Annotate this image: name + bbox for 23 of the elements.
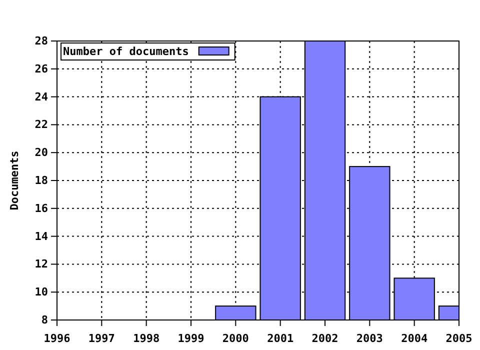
y-tick-label: 14 (34, 230, 48, 243)
x-tick-label: 2005 (446, 332, 472, 346)
legend-label: Number of documents (63, 45, 189, 58)
y-tick-label: 22 (34, 118, 48, 132)
x-tick-label: 2002 (312, 332, 338, 346)
x-tick-label: 2000 (222, 332, 249, 346)
x-tick-label: 2003 (356, 332, 383, 346)
y-tick-label: 26 (34, 62, 48, 76)
y-tick-label: 8 (41, 314, 48, 327)
x-tick-label: 1999 (178, 332, 204, 346)
x-tick-label: 1998 (133, 332, 160, 346)
y-tick-label: 24 (34, 90, 48, 104)
x-tick-label: 2001 (267, 332, 294, 346)
y-tick-label: 18 (34, 174, 48, 188)
x-tick-label: 1997 (88, 332, 115, 346)
y-tick-label: 10 (34, 286, 48, 299)
y-tick-label: 20 (34, 146, 48, 160)
x-tick-label: 1996 (44, 332, 71, 346)
y-tick-label: 28 (34, 34, 48, 48)
y-tick-label: 12 (34, 258, 48, 271)
y-axis-title: Documents (8, 150, 21, 210)
x-tick-label: 2004 (401, 332, 428, 346)
y-tick-label: 16 (34, 202, 48, 215)
